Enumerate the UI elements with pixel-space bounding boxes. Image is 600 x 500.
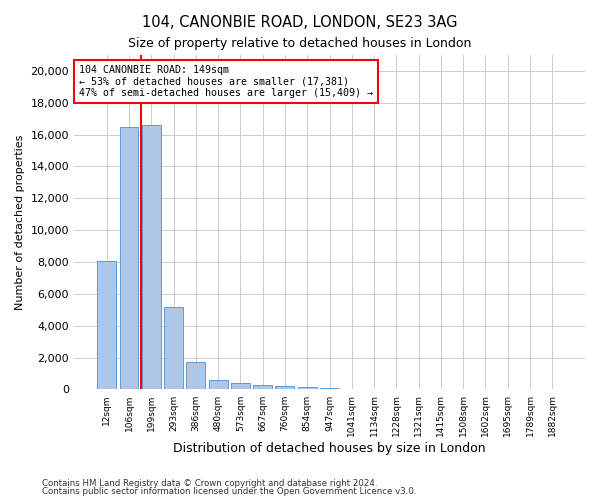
Bar	[164, 306, 183, 390]
Text: Size of property relative to detached houses in London: Size of property relative to detached ho…	[128, 38, 472, 51]
Bar	[275, 386, 295, 390]
Text: Contains public sector information licensed under the Open Government Licence v3: Contains public sector information licen…	[42, 487, 416, 496]
Text: 104, CANONBIE ROAD, LONDON, SE23 3AG: 104, CANONBIE ROAD, LONDON, SE23 3AG	[142, 15, 458, 30]
Bar	[343, 388, 361, 390]
Bar	[231, 383, 250, 390]
Y-axis label: Number of detached properties: Number of detached properties	[15, 134, 25, 310]
Bar	[298, 388, 317, 390]
Bar	[119, 126, 139, 390]
Bar	[320, 388, 339, 390]
Bar	[209, 380, 227, 390]
Bar	[142, 125, 161, 390]
Bar	[97, 261, 116, 390]
Bar	[253, 385, 272, 390]
Bar	[187, 362, 205, 390]
Text: 104 CANONBIE ROAD: 149sqm
← 53% of detached houses are smaller (17,381)
47% of s: 104 CANONBIE ROAD: 149sqm ← 53% of detac…	[79, 65, 373, 98]
X-axis label: Distribution of detached houses by size in London: Distribution of detached houses by size …	[173, 442, 486, 455]
Text: Contains HM Land Registry data © Crown copyright and database right 2024.: Contains HM Land Registry data © Crown c…	[42, 478, 377, 488]
